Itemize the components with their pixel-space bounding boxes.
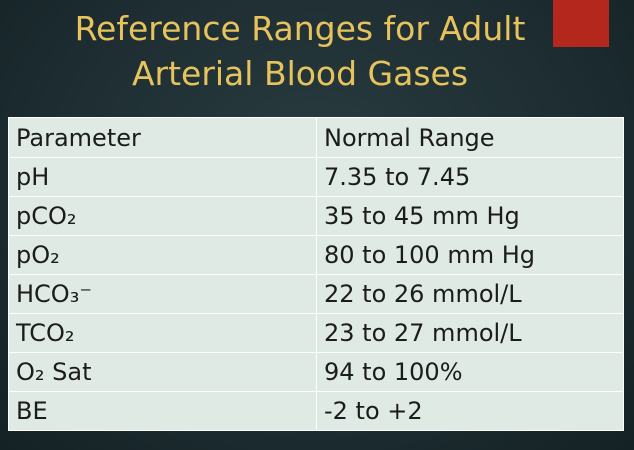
header-cell: Normal Range <box>316 117 624 158</box>
table-cell: pCO₂ <box>8 196 317 236</box>
header-cell: Parameter <box>8 117 317 158</box>
table-row: BE -2 to +2 <box>8 391 624 431</box>
table-cell: -2 to +2 <box>316 391 624 431</box>
table-cell: HCO₃⁻ <box>8 274 317 314</box>
table-row: TCO₂ 23 to 27 mmol/L <box>8 313 624 353</box>
title: Reference Ranges for Adult Arterial Bloo… <box>0 6 600 96</box>
table-cell: 22 to 26 mmol/L <box>316 274 624 314</box>
table-cell: 94 to 100% <box>316 352 624 392</box>
title-line: Reference Ranges for Adult <box>74 9 526 48</box>
title-line: Arterial Blood Gases <box>131 54 469 93</box>
table-cell: 80 to 100 mm Hg <box>316 235 624 275</box>
table-cell: 7.35 to 7.45 <box>316 157 624 197</box>
table-cell: pO₂ <box>8 235 317 275</box>
table-row: pH 7.35 to 7.45 <box>8 157 624 197</box>
table-row: HCO₃⁻ 22 to 26 mmol/L <box>8 274 624 314</box>
table-cell: BE <box>8 391 317 431</box>
table-cell: 23 to 27 mmol/L <box>316 313 624 353</box>
table-body: Parameter Normal Range pH 7.35 to 7.45 pCO₂ 3… <box>8 117 624 431</box>
ranges-table: Parameter Normal Range pH 7.35 to 7.45 pCO₂ 3… <box>8 117 624 431</box>
table-cell: pH <box>8 157 317 197</box>
table-row: pCO₂ 35 to 45 mm Hg <box>8 196 624 236</box>
accent-square <box>553 0 609 47</box>
table-cell: 35 to 45 mm Hg <box>316 196 624 236</box>
table-cell: O₂ Sat <box>8 352 317 392</box>
table-row: pO₂ 80 to 100 mm Hg <box>8 235 624 275</box>
header-row: Parameter Normal Range <box>8 117 624 158</box>
table-cell: TCO₂ <box>8 313 317 353</box>
table-row: O₂ Sat 94 to 100% <box>8 352 624 392</box>
